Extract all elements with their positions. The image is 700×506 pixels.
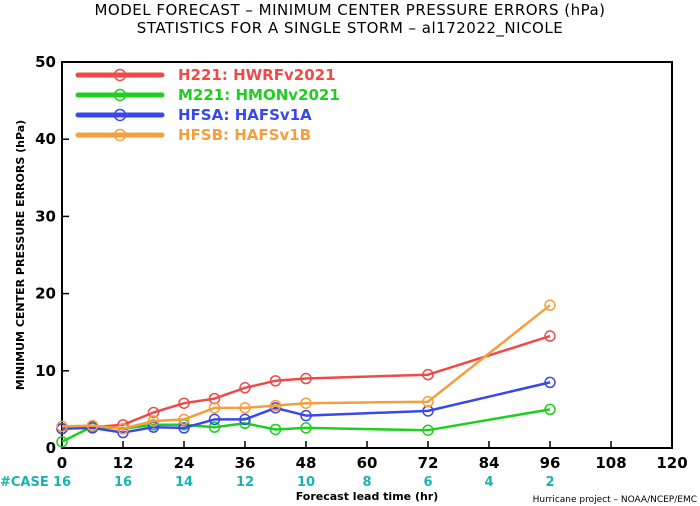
legend: H221: HWRFv2021 M221: HMONv2021 HFSA: HAFS…: [75, 66, 340, 144]
case-count: 16: [53, 475, 71, 490]
x-tick-label: 120: [656, 454, 687, 472]
data-point: [544, 299, 556, 311]
data-point: [208, 421, 221, 433]
data-point: [544, 330, 556, 342]
x-tick-label: 12: [113, 454, 134, 472]
legend-marker: [113, 88, 127, 102]
data-point: [239, 413, 251, 426]
y-axis-label: MINIMUM CENTER PRESSURE ERRORS (hPa): [14, 120, 27, 390]
x-tick-label: 0: [57, 454, 67, 472]
x-tick-label: 72: [418, 454, 439, 472]
x-tick-label: 84: [479, 454, 500, 472]
case-count: 12: [236, 475, 254, 490]
y-tick-label: 0: [46, 439, 56, 457]
data-point: [422, 395, 434, 408]
legend-marker: [113, 108, 127, 122]
case-count: 6: [423, 475, 432, 490]
data-point: [300, 397, 312, 409]
series-line-2: [61, 381, 551, 434]
x-tick-label: 96: [540, 454, 561, 472]
series-line-0: [61, 334, 551, 430]
legend-label: HFSB: HAFSv1B: [178, 126, 311, 144]
data-point: [178, 413, 190, 426]
y-tick-label: 20: [35, 285, 56, 303]
series-line-3: [61, 304, 551, 430]
data-point: [544, 403, 556, 416]
case-count: 8: [362, 475, 371, 490]
data-point: [56, 420, 68, 433]
case-count: 2: [545, 475, 554, 490]
credit-text: Hurricane project – NOAA/NCEP/EMC: [533, 495, 697, 505]
case-label: #CASE: [0, 475, 49, 490]
data-point: [422, 424, 434, 436]
data-point: [239, 402, 251, 414]
data-point: [269, 399, 282, 412]
case-count: 4: [484, 475, 493, 490]
data-point: [269, 375, 282, 387]
data-point: [56, 436, 68, 448]
case-count: 10: [297, 475, 315, 490]
data-point: [300, 409, 312, 422]
y-axis-ticks: 0 10 20 30 40 50: [35, 53, 69, 457]
data-point: [117, 422, 129, 435]
plot-frame: [61, 61, 673, 449]
case-count-row: #CASE 16 16 14 12 10 8 6 4 2: [0, 475, 555, 490]
data-point: [178, 397, 190, 409]
chart-title-line2: STATISTICS FOR A SINGLE STORM – al172022…: [137, 19, 563, 38]
series-layer: [56, 299, 556, 448]
x-tick-label: 36: [235, 454, 256, 472]
case-count: 16: [114, 475, 132, 490]
legend-label: M221: HMONv2021: [178, 86, 340, 104]
data-point: [422, 368, 434, 381]
data-point: [86, 419, 99, 432]
data-point: [208, 413, 221, 426]
chart-title-line1: MODEL FORECAST – MINIMUM CENTER PRESSURE…: [94, 1, 605, 19]
data-point: [239, 382, 251, 394]
x-tick-label: 108: [595, 454, 626, 472]
y-tick-label: 40: [35, 130, 56, 148]
data-point: [300, 372, 312, 385]
data-point: [208, 402, 221, 414]
x-axis-label: Forecast lead time (hr): [296, 490, 439, 503]
x-tick-label: 48: [296, 454, 317, 472]
y-tick-label: 10: [35, 362, 56, 380]
x-tick-label: 24: [174, 454, 195, 472]
legend-marker: [113, 128, 127, 142]
case-count: 14: [175, 475, 193, 490]
data-point: [300, 422, 312, 434]
data-point: [147, 406, 160, 419]
data-point: [544, 376, 556, 389]
legend-label: HFSA: HAFSv1A: [178, 106, 312, 124]
x-axis-ticks: 0 12 24 36 48 60 72 84 96 108 120: [57, 441, 688, 472]
y-tick-label: 30: [35, 207, 56, 225]
x-tick-label: 60: [357, 454, 378, 472]
legend-marker: [113, 68, 127, 82]
y-tick-label: 50: [35, 53, 56, 71]
data-point: [178, 422, 190, 434]
data-point: [147, 415, 160, 427]
legend-label: H221: HWRFv2021: [178, 66, 336, 84]
data-point: [269, 423, 282, 436]
